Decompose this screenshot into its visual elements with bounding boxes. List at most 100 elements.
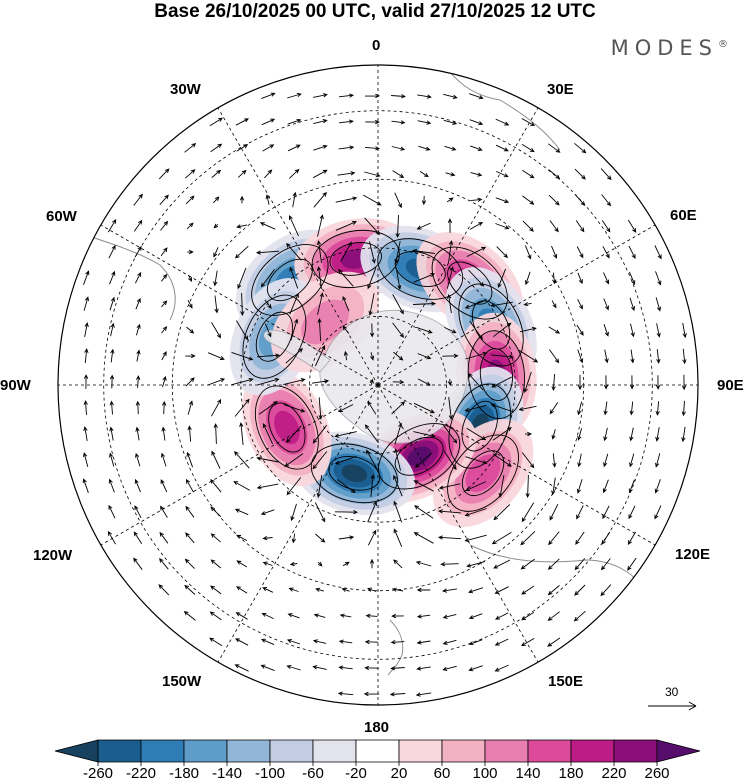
wind-vector-arrow [416,222,431,230]
wind-vector-arrow [186,478,194,493]
wind-vector-arrow [234,245,249,259]
wind-vector-arrow [576,479,583,494]
wind-vector-arrow [391,146,406,151]
wind-vector-arrow [258,400,278,415]
wind-vector-arrow [465,456,488,465]
wind-vector-arrow [312,451,328,470]
wind-vector-arrow [256,483,279,490]
wind-vector-arrow [443,119,458,125]
contour-line [377,238,464,300]
wind-vector-arrow [602,246,610,259]
wind-vector-arrow [468,639,483,646]
wind-vector-arrow [161,273,168,282]
wind-vector-arrow [334,455,357,465]
wind-vector-arrow [367,529,377,546]
wind-vector-arrow [339,613,352,618]
lat-lon-grid [58,65,698,705]
wind-vector-arrow [547,611,560,621]
wind-vector-arrow [574,168,586,180]
lon-label-0: 0 [372,37,381,54]
parallel-line [240,247,516,523]
contour-lines [242,229,526,512]
wind-vector-arrow [335,196,358,203]
wind-vector-arrow [287,118,302,125]
wind-vector-arrow [438,483,461,490]
wind-vector-arrow [158,168,170,180]
contour-line [461,450,505,497]
wind-vector-arrow [234,398,250,417]
wind-vector-arrow [577,428,583,441]
wind-vector-arrow [338,665,353,670]
wind-vector-arrow [239,422,244,445]
wind-vector-arrow [492,427,512,441]
wind-vector-arrow [187,249,194,255]
colorbar-tick-label: 60 [433,765,451,782]
wind-vector-arrow [133,219,143,232]
wind-vector-arrow [364,171,381,178]
wind-vector-arrow [337,171,356,176]
wind-vector-arrow [417,94,432,99]
wind-vector-arrow [314,345,326,367]
wind-vector-arrow [681,374,687,391]
wind-vector-arrow [574,142,587,154]
wind-vector-arrow [551,477,556,496]
wind-vector-arrow [161,300,168,308]
wind-vector-arrow [110,322,115,337]
wind-vector-arrow [211,450,221,469]
wind-vector-arrow [654,505,662,520]
wind-vector-arrow [161,426,166,441]
contour-group [467,330,526,419]
meridian-line [100,384,379,546]
contour-group [251,243,329,316]
wind-vector-arrow [290,503,297,522]
wind-vector-arrow [160,247,168,257]
wind-vector-arrow [367,500,377,523]
wind-vector-arrow [469,119,484,126]
wind-vector-arrow [440,562,459,567]
wind-vector-arrow [574,584,586,596]
wind-vector-arrow [469,221,484,230]
wind-vector-arrow [362,194,382,206]
lon-label-90e: 90E [717,377,744,394]
colorbar-segment [398,739,443,763]
wind-vector-arrow [413,431,436,438]
wind-vector-arrow [518,405,537,412]
wind-vector-arrow [256,456,279,463]
wind-vector-arrow [656,349,661,364]
wind-vector-arrow [210,533,221,543]
wind-vector-arrow [468,613,483,620]
wind-vector-arrow [491,531,512,545]
wind-vector-arrow [520,638,535,647]
wind-vector-arrow [627,531,636,545]
wind-vector-arrow [470,172,483,177]
brand-mark: ® [718,39,728,50]
wind-vector-arrow [496,246,509,259]
wind-vector-arrow [207,378,226,386]
wind-vector-arrow [236,560,248,568]
colorbar-segment [613,739,658,763]
wind-vector-arrow [338,639,353,644]
wind-vector-arrow [262,536,273,541]
wind-vector-arrow [135,426,140,441]
wind-vector-arrow [210,143,223,153]
wind-vector-arrow [260,269,275,288]
wind-vector-arrow [575,194,586,206]
wind-vector-arrow [629,297,636,312]
colorbar-segment [183,739,228,763]
wind-vector-arrow [495,118,510,126]
wind-vector-arrow [257,377,280,386]
wind-vector-arrow [603,427,608,442]
wind-vector-arrow [109,374,115,389]
wind-vector-arrow [210,559,221,569]
wind-vector-arrow [414,452,433,468]
wind-vector-arrow [604,349,609,364]
wind-vector-arrow [443,424,458,444]
wind-vector-arrow [548,169,561,180]
wind-vector-arrow [312,665,327,670]
wind-vector-arrow [470,197,483,202]
wind-vector-arrow [185,505,195,518]
lon-label-90w: 90W [0,377,31,394]
contour-line [254,385,319,470]
meridian-line [377,224,656,386]
contour-line [251,243,329,316]
